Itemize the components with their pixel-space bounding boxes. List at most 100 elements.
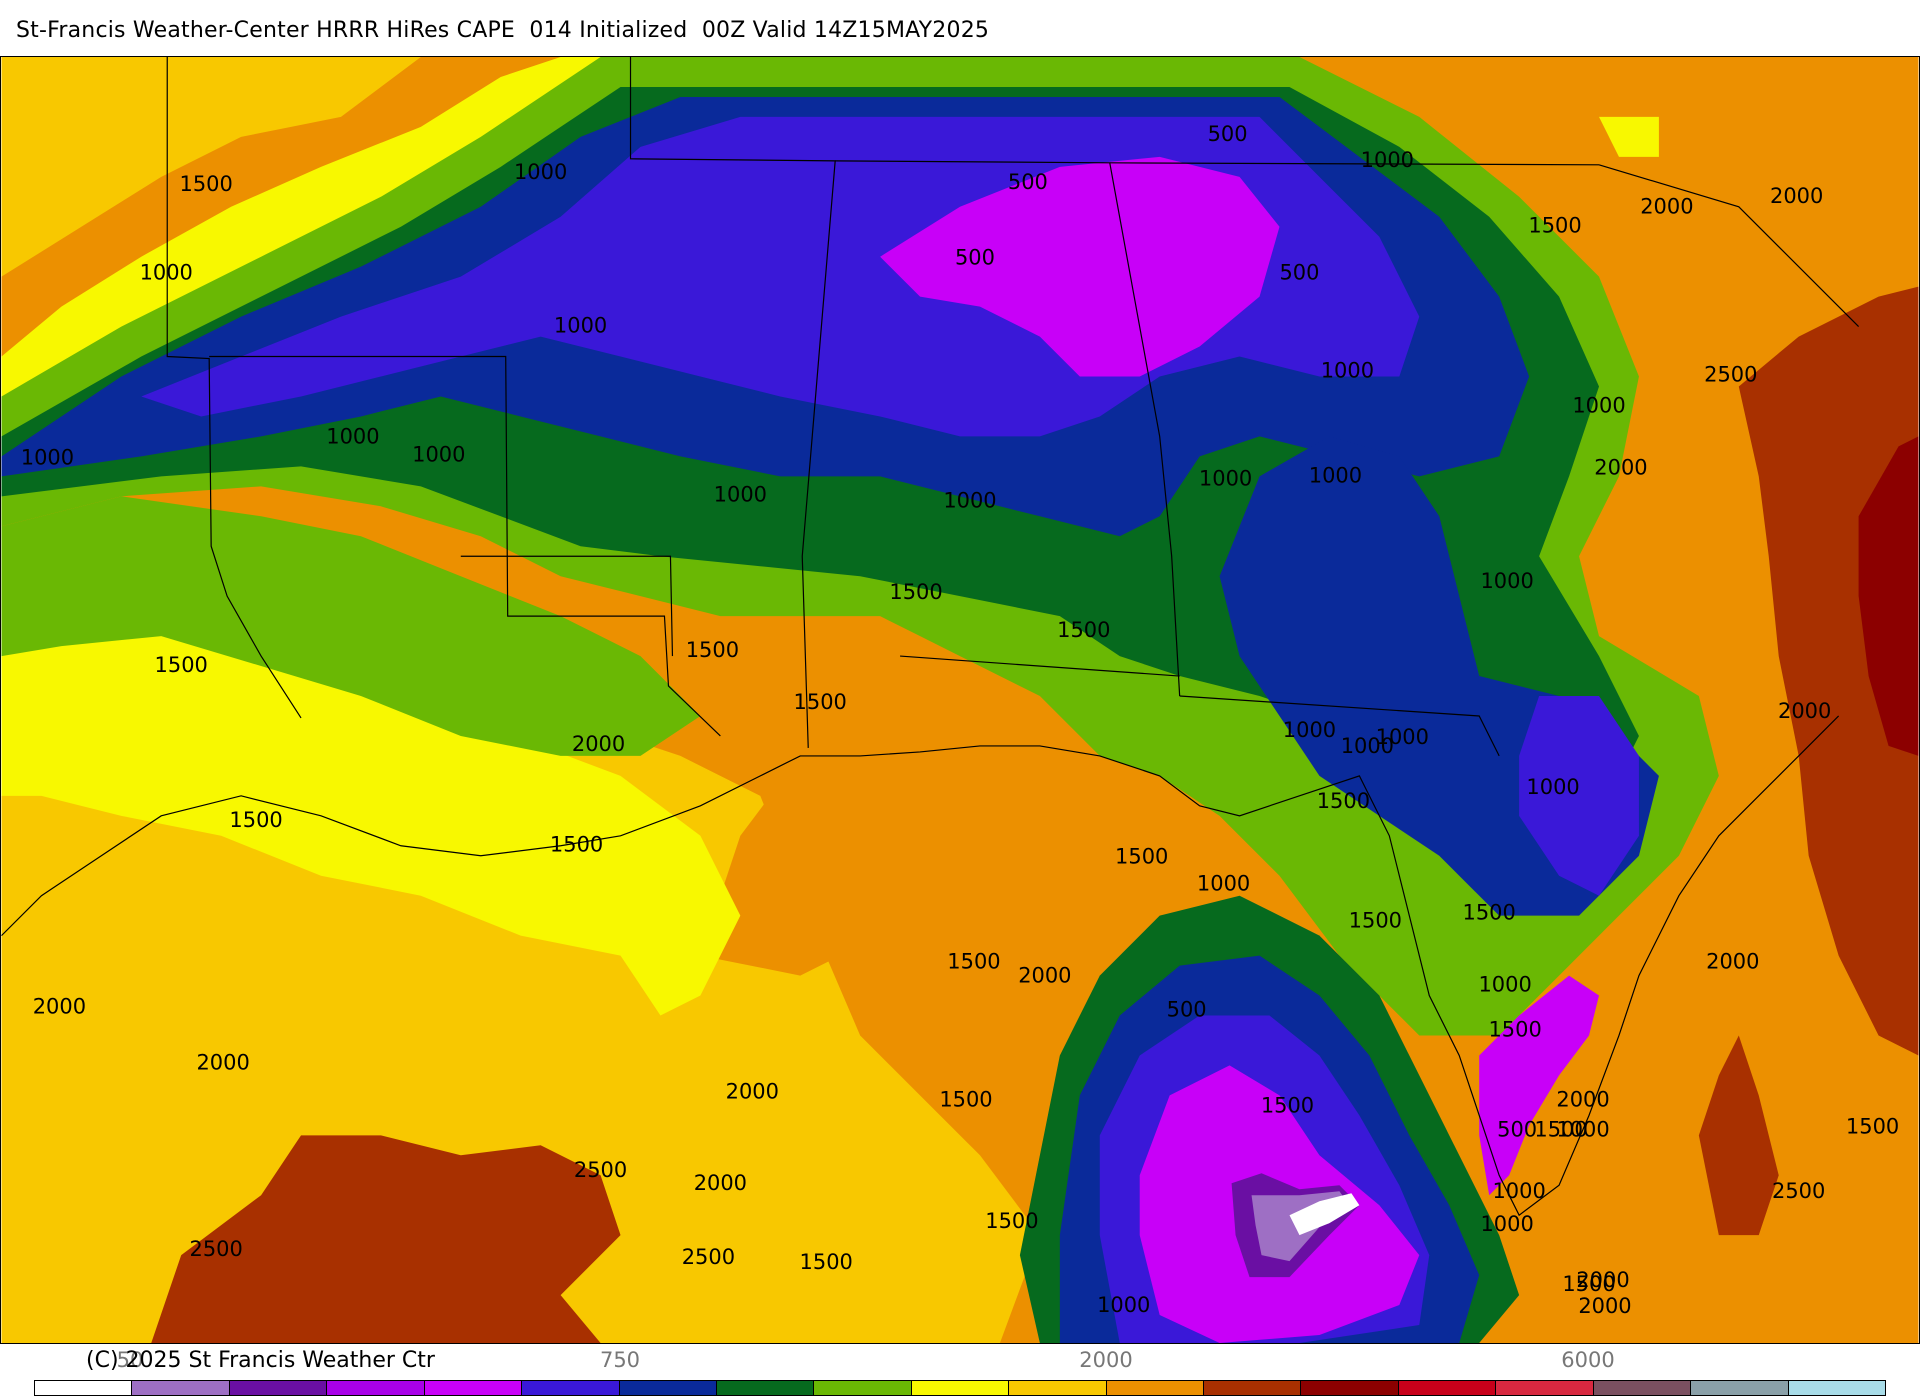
field-brown-east xyxy=(1738,286,1919,1056)
field-blue-east xyxy=(1519,696,1639,896)
contour-label: 1500 xyxy=(180,172,233,196)
contour-label: 1500 xyxy=(985,1209,1038,1233)
contour-label: 1500 xyxy=(1261,1093,1314,1117)
contour-label: 500 xyxy=(1167,998,1207,1022)
contour-label: 2000 xyxy=(1594,455,1647,479)
contour-label: 1000 xyxy=(1321,359,1374,383)
colorbar xyxy=(34,1380,1886,1396)
contour-label: 1000 xyxy=(21,445,74,469)
contour-label: 1000 xyxy=(326,424,379,448)
contour-label: 2000 xyxy=(1706,950,1759,974)
contour-label: 1500 xyxy=(794,690,847,714)
field-orange-gulf xyxy=(700,745,1100,1016)
colorbar-swatch xyxy=(1397,1381,1496,1395)
contour-label: 1000 xyxy=(554,314,607,338)
colorbar-tick-label: 750 xyxy=(599,1348,641,1372)
colorbar-swatch xyxy=(1300,1381,1398,1395)
coastline xyxy=(1,715,1840,1217)
contour-label: 2000 xyxy=(1578,1294,1631,1318)
field-yellow-east-corner xyxy=(1599,116,1659,157)
field-violet-florida xyxy=(1479,975,1600,1196)
contour-label: 1500 xyxy=(155,653,208,677)
contour-label: 1500 xyxy=(550,833,603,857)
colorbar-swatch xyxy=(1105,1381,1204,1395)
state-boundaries xyxy=(166,57,1860,757)
contour-label: 2500 xyxy=(682,1245,735,1269)
contour-label: 1500 xyxy=(1349,909,1402,933)
contour-label: 2000 xyxy=(1576,1268,1629,1292)
contour-label: 1000 xyxy=(1480,569,1533,593)
colorbar-swatch xyxy=(35,1381,132,1395)
contour-label: 1500 xyxy=(1846,1114,1899,1138)
colorbar-tick-label: 6000 xyxy=(1561,1348,1615,1372)
contour-label: 1500 xyxy=(229,808,282,832)
contour-label: 2000 xyxy=(196,1050,249,1074)
contour-label: 1500 xyxy=(1534,1117,1587,1141)
contour-label: 1500 xyxy=(889,580,942,604)
colorbar-swatch xyxy=(715,1381,814,1395)
contour-label: 1000 xyxy=(140,261,193,285)
contour-label: 2000 xyxy=(1778,699,1831,723)
contour-label: 1500 xyxy=(1528,214,1581,238)
contour-label: 500 xyxy=(1208,122,1248,146)
colorbar-swatch xyxy=(618,1381,716,1395)
field-lightgreen-west xyxy=(1,496,701,756)
page-title: St-Francis Weather-Center HRRR HiRes CAP… xyxy=(16,18,990,43)
colorbar-tick-label: 2000 xyxy=(1079,1348,1133,1372)
colorbar-swatch xyxy=(1690,1381,1788,1395)
colorbar-swatch xyxy=(131,1381,229,1395)
field-maroon-east xyxy=(1858,436,1919,756)
contour-label: 2000 xyxy=(726,1079,779,1103)
contour-label: 1000 xyxy=(1492,1179,1545,1203)
contour-label: 1000 xyxy=(1309,463,1362,487)
contour-label: 1000 xyxy=(1572,393,1625,417)
contour-label: 1500 xyxy=(1463,901,1516,925)
contour-label: 1500 xyxy=(947,950,1000,974)
colorbar-swatch xyxy=(1008,1381,1106,1395)
contour-label: 1000 xyxy=(1283,718,1336,742)
contour-label: 1000 xyxy=(1361,148,1414,172)
contour-label: 2000 xyxy=(572,732,625,756)
colorbar-swatch xyxy=(1203,1381,1301,1395)
colorbar-swatch xyxy=(423,1381,522,1395)
colorbar-swatch xyxy=(228,1381,327,1395)
colorbar-swatch xyxy=(813,1381,911,1395)
field-yellow-west xyxy=(1,616,741,1016)
contour-label: 1000 xyxy=(943,488,996,512)
cape-map: 1500 1000 1000 1000 1000 1000 1000 1000 1000 500 5… xyxy=(0,56,1920,1344)
copyright-notice: (C) 2025 St Francis Weather Ctr xyxy=(86,1348,435,1373)
contour-label: 2000 xyxy=(1770,184,1823,208)
contour-label: 1500 xyxy=(1562,1272,1615,1296)
contour-label: 1000 xyxy=(1199,466,1252,490)
contour-label: 1500 xyxy=(686,638,739,662)
contour-label: 2000 xyxy=(33,995,86,1019)
contour-label: 1000 xyxy=(1197,872,1250,896)
contour-label: 1000 xyxy=(514,160,567,184)
contour-label: 2000 xyxy=(1556,1087,1609,1111)
contour-label: 1500 xyxy=(1057,618,1110,642)
field-gold-northwest xyxy=(1,57,421,277)
contour-label: 1000 xyxy=(1376,725,1429,749)
field-brown-southwest xyxy=(151,1135,621,1343)
contour-label: 1000 xyxy=(412,442,465,466)
contour-label: 500 xyxy=(955,246,995,270)
colorbar-tick-label: 50 xyxy=(116,1348,144,1372)
contour-label: 1000 xyxy=(1556,1117,1609,1141)
field-brown-florida-east xyxy=(1698,1035,1779,1236)
contour-label: 1000 xyxy=(1480,1212,1533,1236)
contour-label: 500 xyxy=(1008,170,1048,194)
contour-label: 2000 xyxy=(1640,195,1693,219)
colorbar-swatch xyxy=(1495,1381,1593,1395)
field-violet-north xyxy=(880,156,1280,377)
contour-label: 1500 xyxy=(1317,789,1370,813)
colorbar-swatch xyxy=(910,1381,1009,1395)
contour-label: 500 xyxy=(1497,1117,1537,1141)
contour-label: 1000 xyxy=(1478,973,1531,997)
contour-label: 1000 xyxy=(714,482,767,506)
colorbar-swatch xyxy=(326,1381,424,1395)
contour-label: 1000 xyxy=(1526,775,1579,799)
contour-label: 1000 xyxy=(1341,734,1394,758)
contour-label: 2000 xyxy=(694,1171,747,1195)
